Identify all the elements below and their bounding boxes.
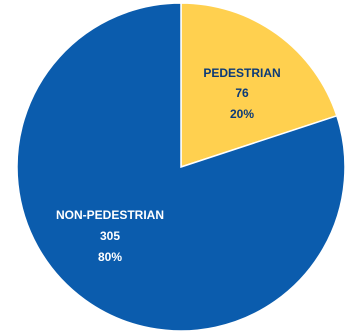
- slice-label-non-pedestrian-percent: 80%: [98, 250, 122, 264]
- slice-label-non-pedestrian-value: 305: [100, 229, 120, 243]
- slice-label-non-pedestrian-name: NON-PEDESTRIAN: [56, 208, 164, 222]
- pie-labels: PEDESTRIAN 76 20% NON-PEDESTRIAN 305 80%: [56, 66, 281, 264]
- pie-slices: [16, 2, 346, 332]
- slice-label-pedestrian-percent: 20%: [230, 107, 254, 121]
- slice-label-pedestrian-name: PEDESTRIAN: [203, 66, 280, 80]
- pie-slice-pedestrian: [180, 2, 338, 169]
- slice-label-pedestrian-value: 76: [235, 86, 249, 100]
- pie-slice-non-pedestrian: [16, 2, 346, 332]
